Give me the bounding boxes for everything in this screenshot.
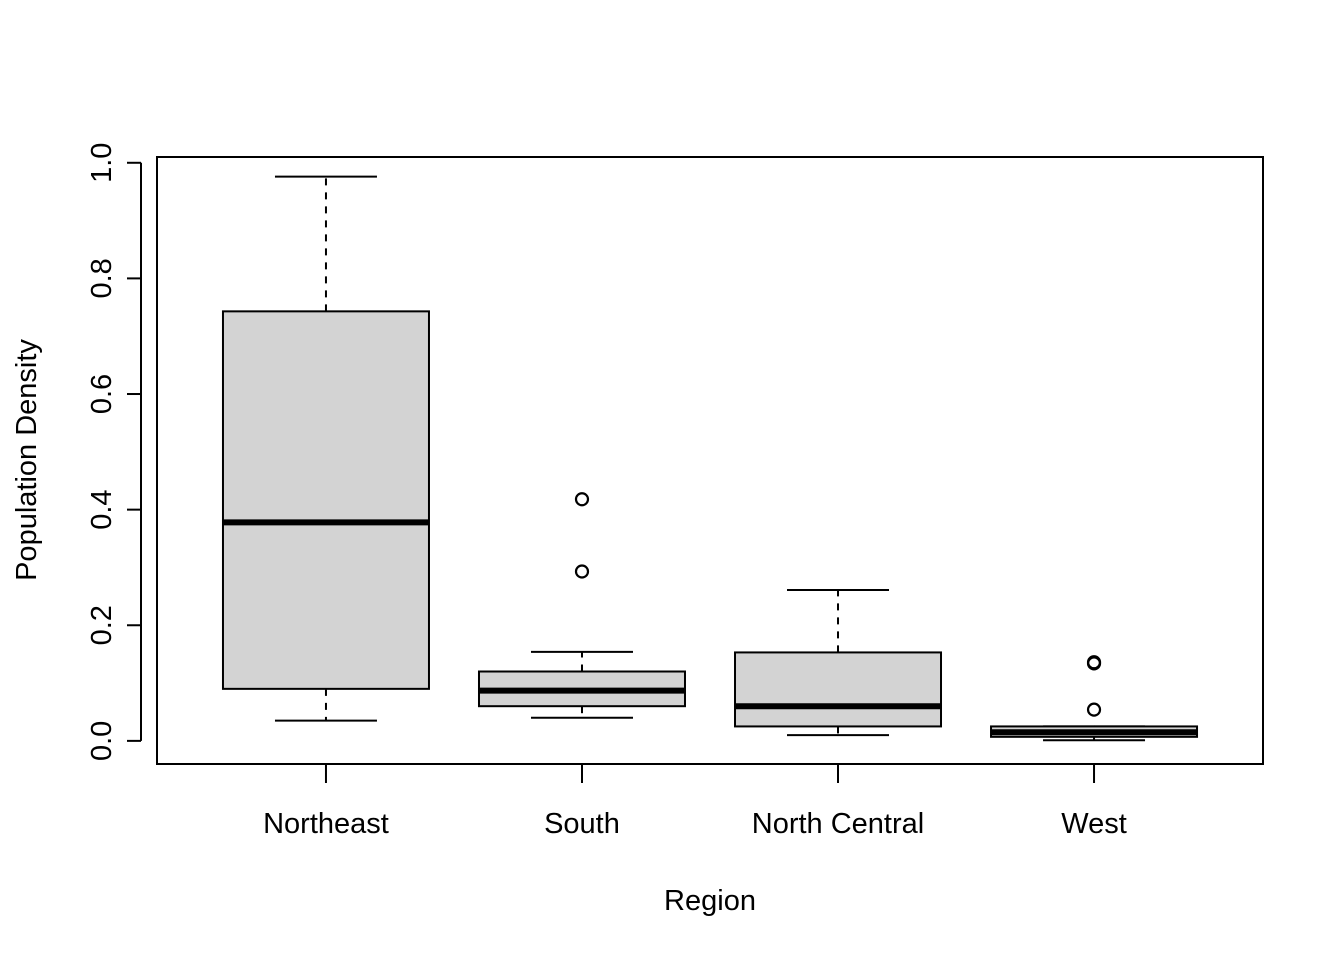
y-axis-label: Population Density — [11, 339, 43, 581]
boxes-layer — [221, 175, 1199, 742]
outlier-point — [574, 492, 590, 507]
outlier-point — [574, 564, 590, 579]
y-tick-label: 0.8 — [86, 258, 118, 298]
x-axis: Northeast South North Central West — [263, 764, 1127, 840]
x-tick-label: Northeast — [263, 808, 389, 840]
outlier-point — [1086, 656, 1102, 671]
box-iqr — [221, 310, 430, 690]
box-iqr — [734, 651, 943, 728]
y-axis: 0.0 0.2 0.4 0.6 0.8 1.0 — [86, 143, 142, 761]
box-group — [734, 588, 943, 737]
y-tick-label: 1.0 — [86, 143, 118, 183]
x-tick-label: West — [1061, 808, 1127, 840]
x-tick-label: North Central — [752, 808, 924, 840]
box-group — [477, 492, 686, 719]
y-tick-label: 0.0 — [86, 721, 118, 761]
y-tick-label: 0.2 — [86, 605, 118, 645]
y-tick-label: 0.4 — [86, 489, 118, 529]
box-group — [221, 175, 430, 722]
y-tick-label: 0.6 — [86, 374, 118, 414]
x-axis-label: Region — [664, 885, 756, 917]
plot-frame — [156, 156, 1264, 765]
outlier-point — [1086, 702, 1102, 717]
x-tick-label: South — [544, 808, 620, 840]
box-group — [990, 655, 1199, 742]
